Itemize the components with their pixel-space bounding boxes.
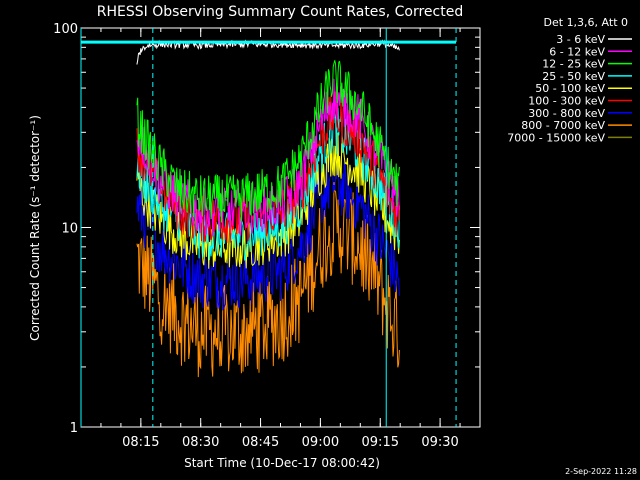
legend-entry-label: 100 - 300 keV xyxy=(528,95,605,108)
y-tick-label: 10 xyxy=(61,222,78,237)
legend-entry-label: 3 - 6 keV xyxy=(556,33,605,46)
legend-entry-label: 50 - 100 keV xyxy=(535,82,605,95)
y-tick-label: 100 xyxy=(53,22,78,37)
legend-entry-label: 800 - 7000 keV xyxy=(521,119,605,132)
x-tick-label: 09:30 xyxy=(421,435,458,450)
x-tick-label: 09:15 xyxy=(362,435,399,450)
x-axis-label: Start Time (10-Dec-17 08:00:42) xyxy=(184,456,380,470)
legend-header: Det 1,3,6, Att 0 xyxy=(544,16,628,29)
plot-area: 1 10 100 08:15 08:30 08:45 09:00 09:15 09:30 xyxy=(53,22,481,450)
x-tick-label: 09:00 xyxy=(302,435,339,450)
x-tick-label: 08:45 xyxy=(242,435,279,450)
x-tick-label: 08:15 xyxy=(122,435,159,450)
series-line xyxy=(136,154,400,311)
legend-entry-label: 300 - 800 keV xyxy=(528,107,605,120)
x-tick-label: 08:30 xyxy=(182,435,219,450)
legend-entry-label: 7000 - 15000 keV xyxy=(507,131,605,144)
legend-entry-label: 12 - 25 keV xyxy=(542,58,605,71)
chart-title: RHESSI Observing Summary Count Rates, Co… xyxy=(97,4,463,20)
series-line xyxy=(136,182,400,378)
y-tick-label: 1 xyxy=(70,421,78,436)
footer-timestamp: 2-Sep-2022 11:28 xyxy=(565,467,637,476)
legend-entry-label: 25 - 50 keV xyxy=(542,70,605,83)
series-line xyxy=(136,60,400,223)
legend-entry-label: 6 - 12 keV xyxy=(549,45,605,58)
y-axis-label: Corrected Count Rate (s⁻¹ detector⁻¹) xyxy=(28,115,42,341)
series-line xyxy=(136,132,400,269)
